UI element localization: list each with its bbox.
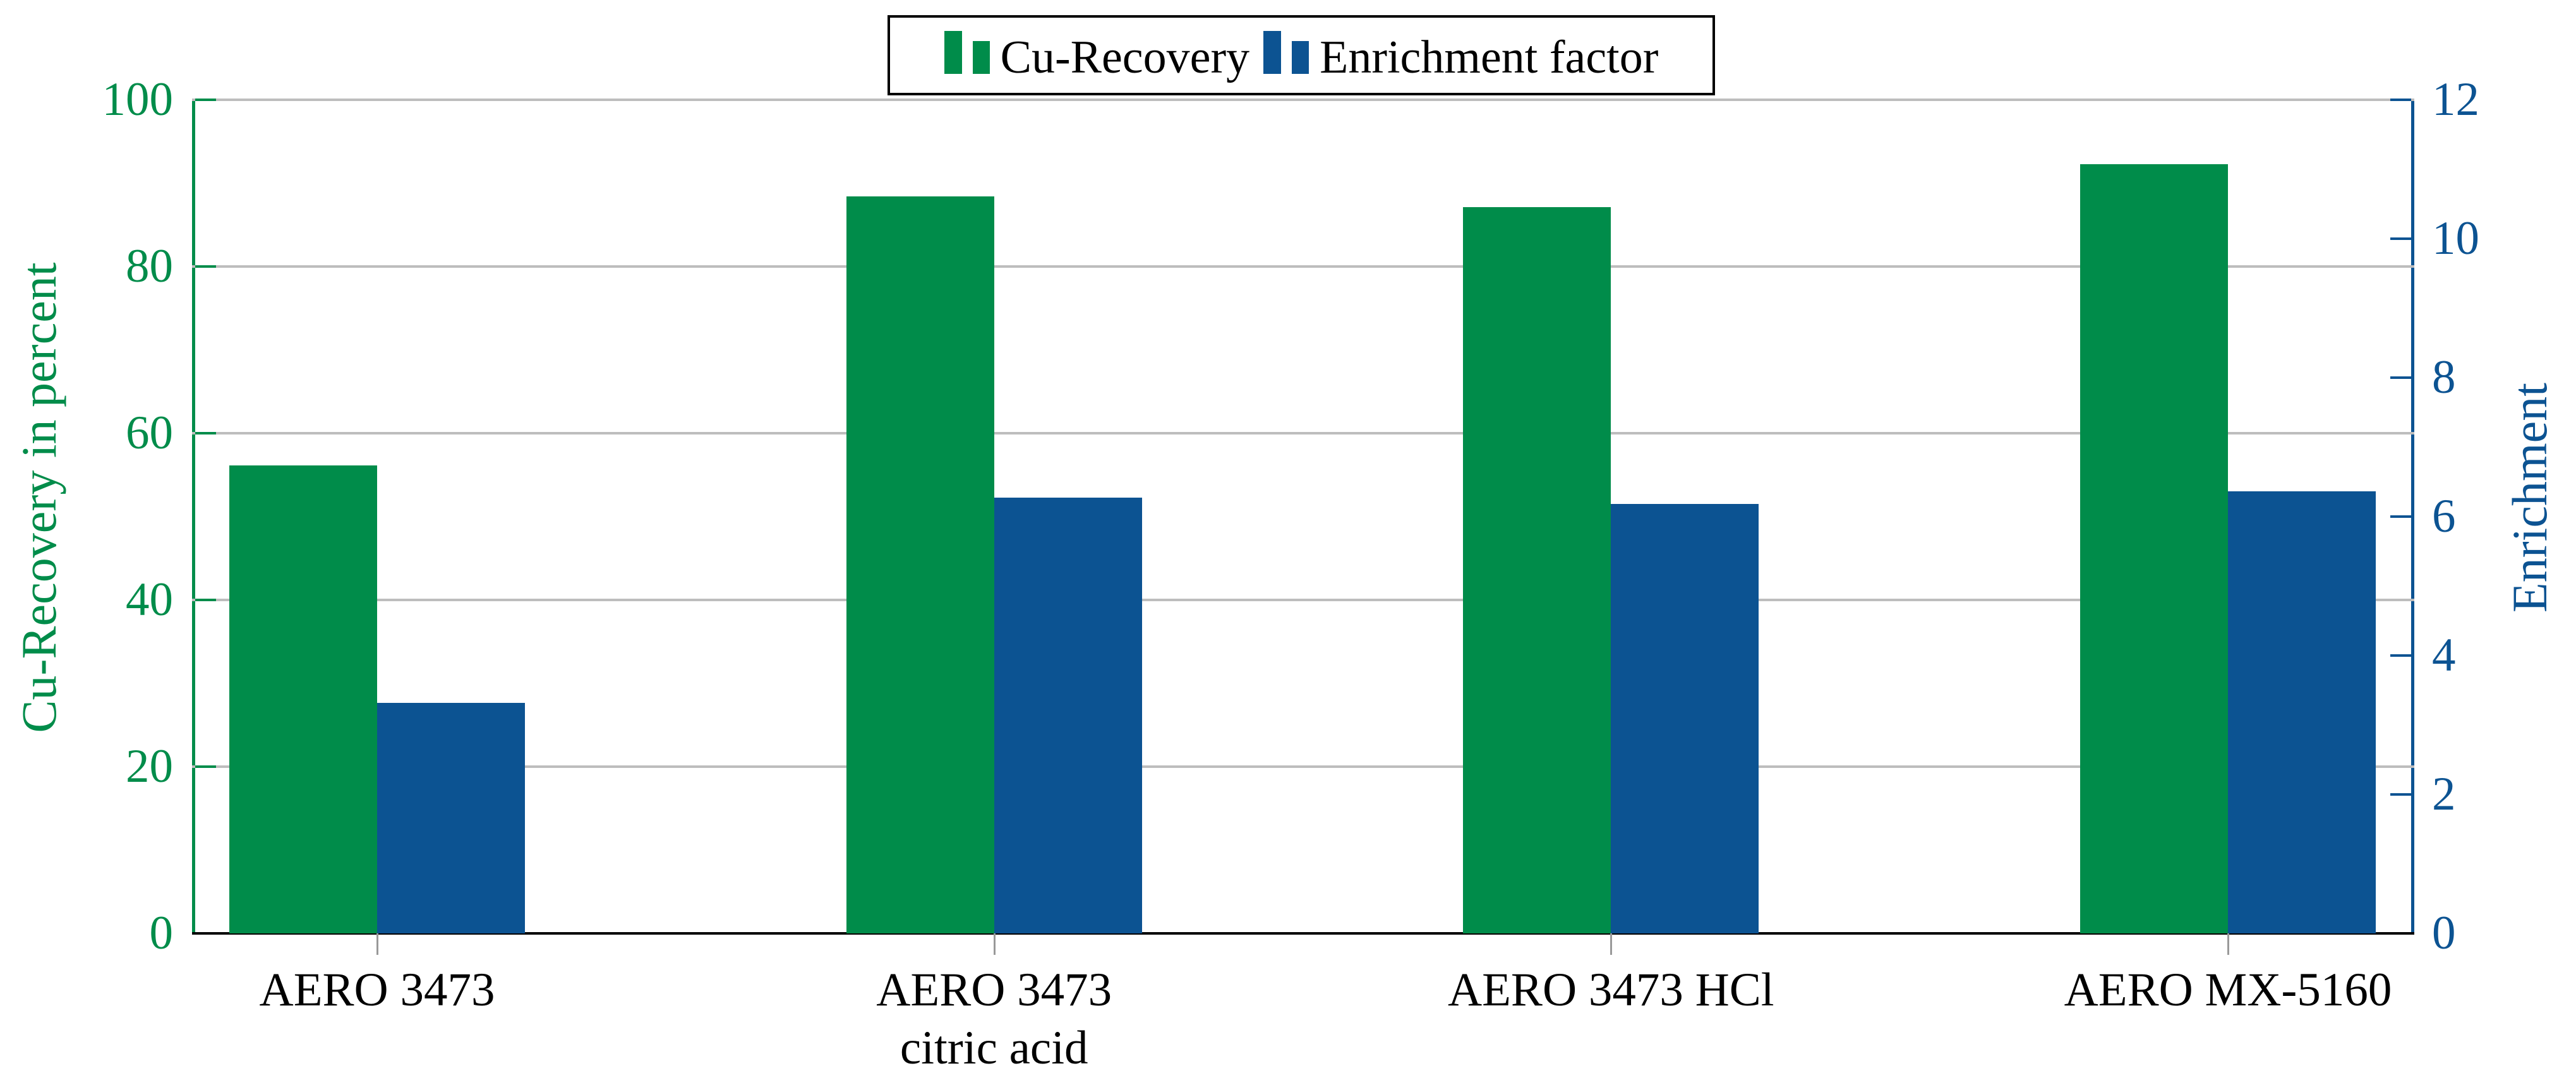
bar-cu-recovery-3 bbox=[2080, 164, 2228, 933]
category-label-line: AERO 3473 HCl bbox=[1447, 964, 1774, 1016]
gridline-100 bbox=[192, 99, 2414, 101]
left-axis-tick-60 bbox=[195, 432, 216, 434]
cu-recovery-bars-icon bbox=[944, 31, 990, 74]
right-axis-line bbox=[2411, 100, 2414, 933]
plot-area bbox=[192, 99, 2414, 955]
right-axis-tick-label-12: 12 bbox=[2432, 73, 2479, 126]
gridline-60 bbox=[192, 432, 2414, 434]
right-axis-title: Enrichment bbox=[2502, 383, 2557, 613]
left-axis-tick-label-40: 40 bbox=[126, 573, 173, 626]
right-axis-tick-10 bbox=[2390, 237, 2411, 240]
right-axis-tick-6 bbox=[2390, 515, 2411, 518]
right-axis-tick-label-0: 0 bbox=[2432, 907, 2456, 959]
enrichment-factor-bars-icon bbox=[1263, 31, 1309, 74]
legend-label-cu-recovery: Cu-Recovery bbox=[1000, 32, 1250, 83]
left-axis-tick-label-80: 80 bbox=[126, 240, 173, 292]
right-axis-tick-label-6: 6 bbox=[2432, 490, 2456, 542]
left-axis-tick-label-0: 0 bbox=[149, 907, 174, 959]
left-axis-tick-label-100: 100 bbox=[102, 73, 174, 126]
legend: Cu-Recovery Enrichment factor bbox=[888, 15, 1715, 95]
category-label-line: citric acid bbox=[900, 1022, 1088, 1074]
gridline-20 bbox=[192, 765, 2414, 768]
x-axis-line bbox=[192, 932, 2414, 935]
bar-enrichment-factor-1 bbox=[994, 498, 1142, 933]
x-axis-tick-1 bbox=[993, 933, 996, 955]
right-axis-tick-12 bbox=[2390, 99, 2411, 101]
x-axis-category-label-0: AERO 3473 bbox=[137, 961, 617, 1019]
x-axis-tick-0 bbox=[376, 933, 378, 955]
right-axis-tick-4 bbox=[2390, 654, 2411, 657]
bar-enrichment-factor-3 bbox=[2228, 491, 2376, 933]
right-axis-tick-label-10: 10 bbox=[2432, 212, 2479, 265]
right-axis-tick-label-4: 4 bbox=[2432, 629, 2456, 681]
x-axis-category-label-3: AERO MX-5160 bbox=[1988, 961, 2468, 1019]
bar-glyph bbox=[1292, 41, 1309, 74]
x-axis-tick-2 bbox=[1610, 933, 1613, 955]
bar-cu-recovery-2 bbox=[1463, 207, 1611, 933]
right-axis-tick-label-2: 2 bbox=[2432, 768, 2456, 820]
right-axis-tick-2 bbox=[2390, 793, 2411, 796]
bar-enrichment-factor-2 bbox=[1611, 504, 1759, 933]
category-label-line: AERO 3473 bbox=[259, 964, 495, 1016]
bar-cu-recovery-0 bbox=[229, 465, 377, 933]
x-axis-category-label-2: AERO 3473 HCl bbox=[1371, 961, 1851, 1019]
bar-glyph bbox=[1263, 31, 1282, 74]
right-axis-tick-label-8: 8 bbox=[2432, 351, 2456, 404]
bar-enrichment-factor-0 bbox=[377, 702, 525, 933]
x-axis-tick-3 bbox=[2227, 933, 2229, 955]
left-axis-tick-label-60: 60 bbox=[126, 407, 173, 459]
left-axis-line bbox=[192, 100, 195, 933]
left-axis-tick-label-20: 20 bbox=[126, 740, 173, 793]
x-axis-category-label-1: AERO 3473 citric acid bbox=[754, 961, 1234, 1077]
gridline-40 bbox=[192, 599, 2414, 601]
bar-cu-recovery-1 bbox=[846, 196, 994, 933]
bar-glyph bbox=[944, 31, 962, 74]
legend-item-cu-recovery: Cu-Recovery bbox=[944, 31, 1250, 84]
left-axis-tick-40 bbox=[195, 599, 216, 601]
left-axis-tick-100 bbox=[195, 99, 216, 101]
left-axis-tick-80 bbox=[195, 265, 216, 268]
right-axis-tick-8 bbox=[2390, 376, 2411, 379]
category-label-line: AERO MX-5160 bbox=[2064, 964, 2392, 1016]
category-label-line: AERO 3473 bbox=[876, 964, 1112, 1016]
legend-label-enrichment-factor: Enrichment factor bbox=[1320, 32, 1659, 83]
gridline-80 bbox=[192, 265, 2414, 268]
left-axis-title: Cu-Recovery in percent bbox=[11, 262, 66, 733]
bar-glyph bbox=[972, 41, 990, 74]
legend-item-enrichment-factor: Enrichment factor bbox=[1263, 31, 1658, 84]
left-axis-tick-20 bbox=[195, 765, 216, 768]
